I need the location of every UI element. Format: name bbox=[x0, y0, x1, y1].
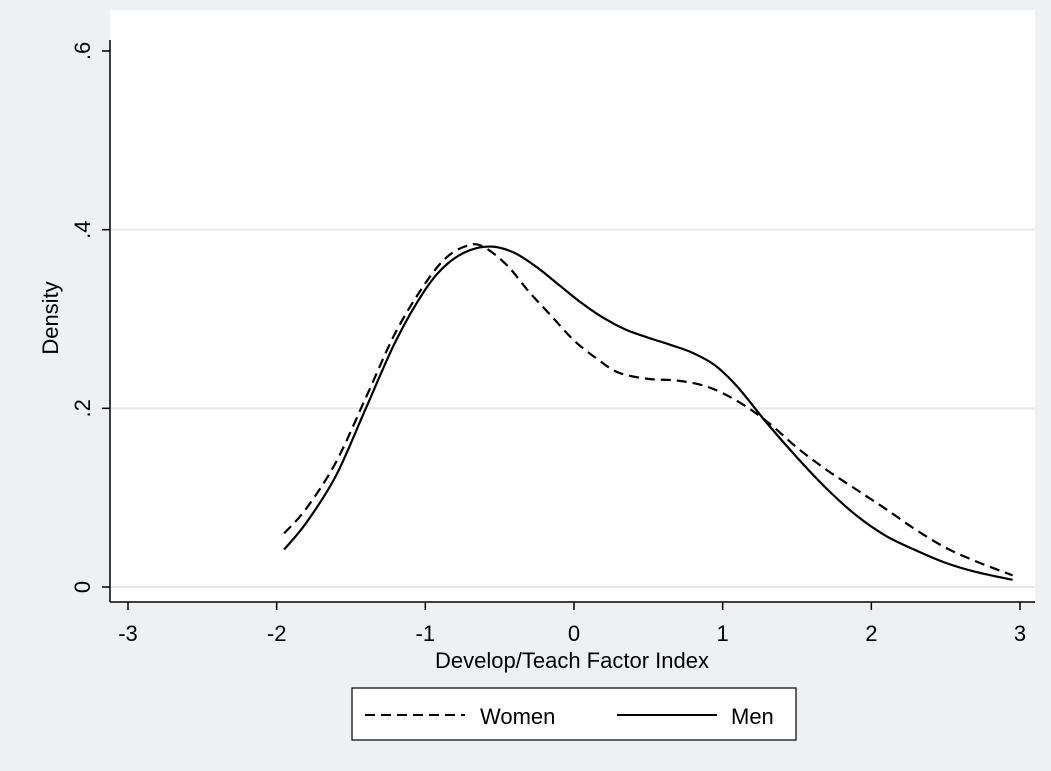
x-tick-label: -1 bbox=[416, 621, 436, 646]
y-axis-title: Density bbox=[38, 281, 63, 354]
gridlines bbox=[110, 228, 1035, 588]
y-tick-label: 0 bbox=[70, 581, 95, 593]
series-layer bbox=[283, 243, 1013, 581]
series-line-men bbox=[283, 245, 1013, 581]
plot-background bbox=[110, 10, 1035, 602]
x-axis-title: Develop/Teach Factor Index bbox=[435, 648, 709, 673]
x-tick-label: 2 bbox=[865, 621, 877, 646]
legend-box bbox=[351, 687, 797, 741]
x-tick-label: -2 bbox=[267, 621, 287, 646]
y-tick-label: .6 bbox=[70, 42, 95, 60]
x-tick-label: -3 bbox=[118, 621, 138, 646]
x-tick-label: 0 bbox=[568, 621, 580, 646]
y-tick-label: .4 bbox=[70, 220, 95, 238]
legend: Women Men bbox=[351, 687, 797, 741]
series-line-women bbox=[283, 243, 1013, 577]
legend-label-women: Women bbox=[480, 704, 555, 729]
x-axis-ticks: -3 -2 -1 0 1 2 3 bbox=[118, 602, 1026, 646]
legend-label-men: Men bbox=[731, 704, 774, 729]
y-tick-label: .2 bbox=[70, 399, 95, 417]
x-tick-label: 3 bbox=[1014, 621, 1026, 646]
y-axis-ticks: 0 .2 .4 .6 bbox=[70, 42, 110, 593]
x-tick-label: 1 bbox=[717, 621, 729, 646]
